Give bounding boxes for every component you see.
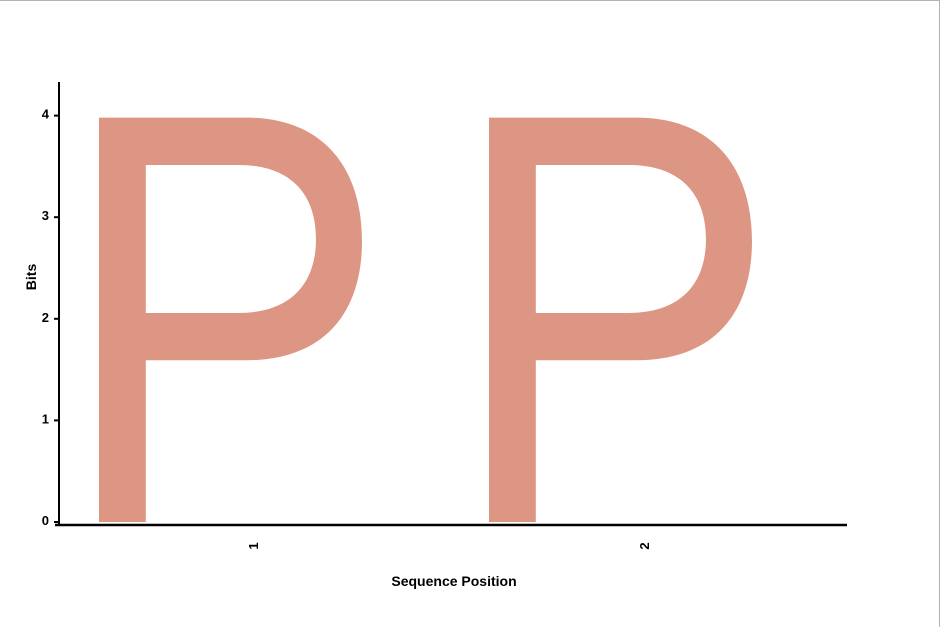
y-tick-label: 3 — [42, 208, 49, 223]
logo-letter-p — [489, 117, 752, 522]
y-tick-label: 4 — [42, 107, 50, 122]
y-tick-label: 2 — [42, 310, 49, 325]
logo-letter-p — [99, 117, 362, 522]
y-tick-label: 1 — [42, 411, 49, 426]
y-axis-title: Bits — [23, 264, 39, 291]
x-tick-label: 1 — [246, 542, 261, 549]
x-axis-title: Sequence Position — [391, 573, 516, 589]
y-tick-label: 0 — [42, 513, 49, 528]
x-tick-label: 2 — [637, 542, 652, 549]
y-ticks: 0 1 2 3 4 — [42, 107, 60, 528]
axes — [55, 82, 847, 527]
logo-letters — [99, 117, 752, 522]
